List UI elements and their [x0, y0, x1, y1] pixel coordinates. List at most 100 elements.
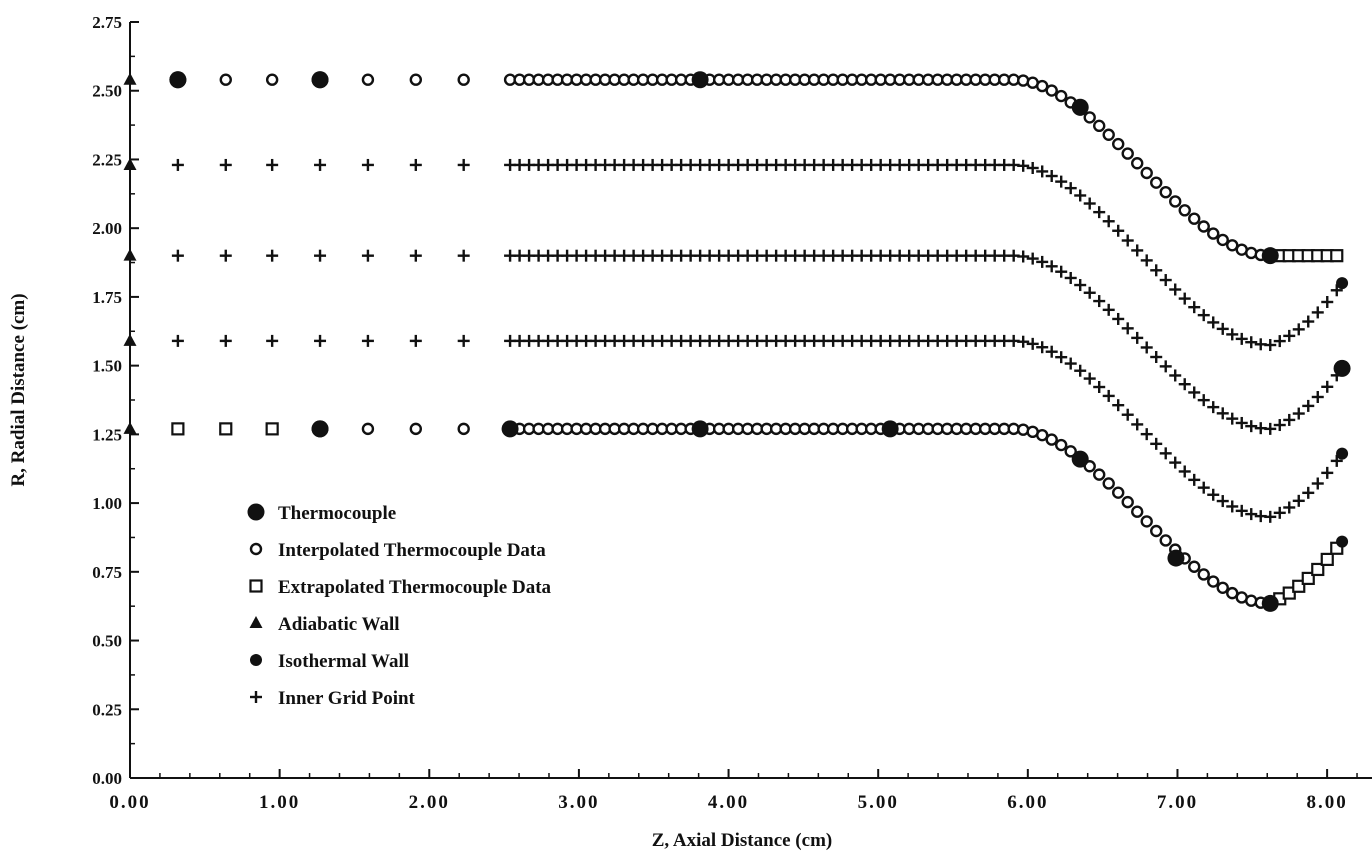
inner-marker — [1026, 252, 1039, 265]
inner-marker — [1264, 339, 1277, 352]
interpolated-marker — [249, 542, 263, 556]
legend-label: Extrapolated Thermocouple Data — [278, 577, 552, 598]
x-axis-label: Z, Axial Distance (cm) — [652, 830, 832, 851]
interpolated-marker — [1159, 534, 1172, 547]
inner-marker — [1292, 323, 1305, 336]
inner-marker — [1055, 351, 1068, 364]
extrapolated-marker — [249, 579, 263, 593]
extrapolated-marker — [1292, 579, 1306, 593]
interpolated-marker — [1178, 204, 1191, 217]
ticks: 0.00 0.25 0.50 0.75 1.00 1.25 1.50 1.75 2.00 2.25… — [92, 13, 1358, 813]
inner-marker — [1197, 481, 1210, 494]
inner-marker — [1140, 428, 1153, 441]
isothermal-marker — [250, 654, 262, 666]
interpolated-marker — [1131, 157, 1144, 170]
legend-label: Thermocouple — [278, 503, 396, 524]
inner-marker — [1131, 418, 1144, 431]
inner-marker — [1121, 234, 1134, 247]
inner-marker — [1074, 279, 1087, 292]
x-tick-label: 6.00 — [1007, 792, 1048, 813]
inner-marker — [1045, 260, 1058, 273]
inner-marker — [1102, 303, 1115, 316]
extrapolated-marker — [1330, 249, 1344, 263]
thermocouple-marker — [1333, 359, 1351, 377]
inner-marker — [1045, 170, 1058, 183]
x-tick-label: 4.00 — [708, 792, 749, 813]
inner-marker — [1026, 161, 1039, 174]
x-tick-label: 1.00 — [259, 792, 300, 813]
inner-marker — [1197, 309, 1210, 322]
inner-marker — [1283, 413, 1296, 426]
extrapolated-marker — [1320, 552, 1334, 566]
interpolated-marker — [1035, 428, 1049, 442]
inner-marker — [1226, 500, 1239, 513]
inner-marker — [409, 334, 422, 347]
interpolated-marker — [409, 422, 423, 436]
interpolated-marker — [1131, 505, 1144, 518]
x-tick-label: 2.00 — [409, 792, 450, 813]
interpolated-marker — [1197, 220, 1210, 233]
inner-marker — [1216, 407, 1229, 420]
inner-marker — [1264, 510, 1277, 523]
interpolated-marker — [1150, 176, 1163, 189]
inner-marker — [1292, 494, 1305, 507]
y-tick-label: 2.75 — [92, 13, 122, 32]
interpolated-marker — [1121, 147, 1134, 160]
inner-marker — [1226, 328, 1239, 341]
inner-marker — [1036, 165, 1049, 178]
thermocouple-marker — [501, 420, 519, 438]
inner-marker — [1064, 271, 1077, 284]
inner-marker — [1112, 224, 1125, 237]
inner-marker — [1235, 416, 1248, 429]
inner-marker — [1292, 407, 1305, 420]
isothermal-marker — [884, 422, 897, 435]
interpolated-marker — [1102, 128, 1115, 141]
interpolated-marker — [1169, 195, 1182, 208]
inner-marker — [1093, 381, 1106, 394]
legend-item: Isothermal Wall — [250, 651, 409, 672]
inner-marker — [1102, 389, 1115, 402]
y-tick-label: 0.00 — [92, 769, 122, 788]
inner-marker — [361, 334, 374, 347]
y-tick-label: 0.50 — [92, 632, 122, 651]
inner-marker — [1036, 255, 1049, 268]
inner-marker — [1083, 286, 1096, 299]
extrapolated-marker — [265, 422, 279, 436]
inner-marker — [457, 249, 470, 262]
inner-marker — [1178, 292, 1191, 305]
y-tick-label: 1.00 — [92, 494, 122, 513]
inner-marker — [266, 158, 279, 171]
thermocouple-marker — [247, 503, 265, 521]
inner-marker — [1330, 454, 1343, 467]
legend-label: Inner Grid Point — [278, 688, 416, 709]
inner-marker — [1207, 488, 1220, 501]
interpolated-marker — [1159, 185, 1172, 199]
inner-marker — [219, 249, 232, 262]
inner-marker — [1169, 283, 1182, 296]
thermocouple-marker — [1167, 549, 1185, 567]
interpolated-marker — [1093, 468, 1106, 481]
inner-marker — [409, 158, 422, 171]
adiabatic-marker — [123, 157, 137, 170]
inner-marker — [1321, 466, 1334, 479]
inner-marker — [266, 249, 279, 262]
isothermal-marker — [694, 73, 707, 86]
legend-label: Interpolated Thermocouple Data — [278, 540, 546, 561]
inner-marker — [1321, 380, 1334, 393]
inner-marker — [1311, 477, 1324, 490]
adiabatic-marker — [123, 72, 137, 85]
inner-marker — [1083, 372, 1096, 385]
inner-marker — [1159, 274, 1172, 287]
inner-marker — [1188, 386, 1201, 399]
inner-marker — [1273, 419, 1286, 432]
interpolated-marker — [1093, 119, 1106, 133]
interpolated-marker — [361, 73, 375, 86]
inner-marker — [1064, 357, 1077, 370]
inner-marker — [1045, 345, 1058, 358]
inner-marker — [1131, 331, 1144, 344]
interpolated-marker — [1140, 515, 1153, 528]
inner-marker — [1207, 316, 1220, 329]
inner-marker — [1121, 408, 1134, 421]
interpolated-marker — [1112, 486, 1125, 499]
interpolated-marker — [1188, 560, 1201, 573]
